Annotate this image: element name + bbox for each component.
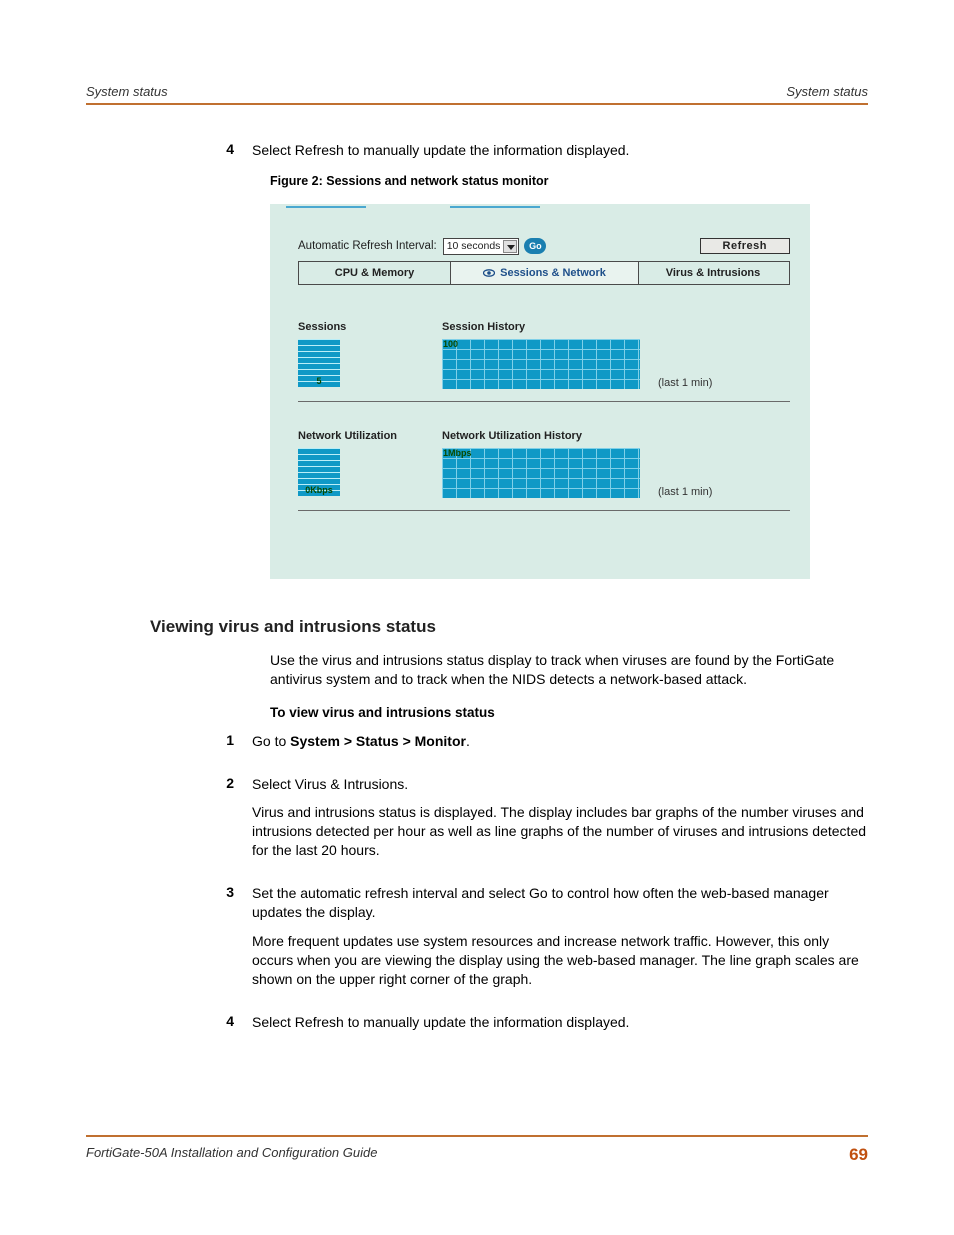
header-right: System status	[786, 84, 868, 99]
chevron-down-icon[interactable]	[503, 240, 517, 253]
tab-bar: CPU & Memory Sessions & Network Virus & …	[298, 261, 790, 285]
step-number: 2	[224, 775, 252, 871]
tab-cpu-memory[interactable]: CPU & Memory	[299, 262, 451, 284]
tab-virus-intrusions[interactable]: Virus & Intrusions	[639, 262, 787, 284]
intro-paragraph: Use the virus and intrusions status disp…	[270, 651, 868, 689]
step-number: 4	[224, 141, 252, 160]
step-number: 3	[224, 884, 252, 998]
refresh-button[interactable]: Refresh	[700, 238, 790, 254]
network-section: Network Utilization 0Kbps Network Utiliz…	[298, 430, 790, 511]
dropdown-value: 10 seconds	[447, 240, 501, 252]
figure-screenshot: Automatic Refresh Interval: 10 seconds G…	[270, 204, 810, 579]
refresh-interval-dropdown[interactable]: 10 seconds	[443, 238, 520, 255]
session-history-scale: 100	[443, 339, 458, 349]
network-minigraph: 0Kbps	[298, 448, 340, 496]
tab-sessions-network[interactable]: Sessions & Network	[451, 262, 639, 284]
step-text: Go to System > Status > Monitor.	[252, 732, 868, 761]
step-text: Set the automatic refresh interval and s…	[252, 884, 868, 998]
network-history-graph: 1Mbps	[442, 448, 640, 498]
sessions-value: 5	[298, 376, 340, 386]
sessions-minigraph: 5	[298, 339, 340, 387]
page-footer: FortiGate-50A Installation and Configura…	[86, 1135, 868, 1165]
screenshot-top-accent	[270, 204, 810, 210]
step-number: 4	[224, 1013, 252, 1042]
section-heading: Viewing virus and intrusions status	[150, 617, 868, 637]
step-number: 1	[224, 732, 252, 761]
eye-icon	[483, 268, 495, 278]
footer-title: FortiGate-50A Installation and Configura…	[86, 1145, 377, 1165]
network-util-title: Network Utilization	[298, 430, 442, 442]
sessions-title: Sessions	[298, 321, 442, 333]
go-button[interactable]: Go	[524, 238, 546, 254]
header-rule	[86, 103, 868, 105]
sessions-timespan: (last 1 min)	[652, 321, 712, 389]
refresh-interval-label: Automatic Refresh Interval:	[298, 240, 437, 252]
network-history-scale: 1Mbps	[443, 448, 472, 458]
figure-caption: Figure 2: Sessions and network status mo…	[270, 174, 868, 188]
step-text: Select Virus & Intrusions. Virus and int…	[252, 775, 868, 871]
step-text: Select Refresh to manually update the in…	[252, 141, 868, 160]
page-header: System status System status	[86, 84, 868, 103]
procedure-heading: To view virus and intrusions status	[270, 705, 868, 720]
page-number: 69	[849, 1145, 868, 1165]
session-history-title: Session History	[442, 321, 652, 333]
footer-rule	[86, 1135, 868, 1137]
sessions-section: Sessions 5 Session History 100 (last 1 m…	[298, 321, 790, 402]
controls-row: Automatic Refresh Interval: 10 seconds G…	[298, 238, 790, 255]
network-timespan: (last 1 min)	[652, 430, 712, 498]
header-left: System status	[86, 84, 168, 99]
network-value: 0Kbps	[298, 485, 340, 495]
step-text: Select Refresh to manually update the in…	[252, 1013, 868, 1042]
tab-sessions-label: Sessions & Network	[500, 267, 606, 279]
network-history-title: Network Utilization History	[442, 430, 652, 442]
session-history-graph: 100	[442, 339, 640, 389]
